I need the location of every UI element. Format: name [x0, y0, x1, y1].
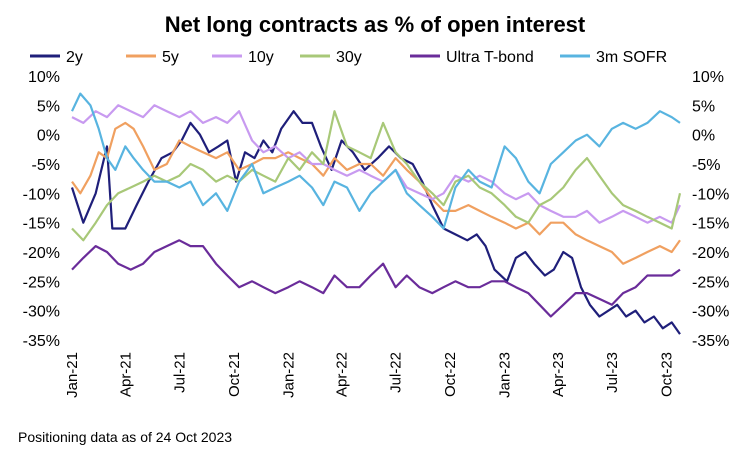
- x-tick-label: Oct-22: [442, 352, 459, 397]
- legend-label: Ultra T-bond: [446, 49, 534, 66]
- y-tick-label-left: -15%: [23, 216, 60, 233]
- x-tick-label: Jul-21: [171, 352, 188, 393]
- legend-label: 30y: [336, 49, 362, 66]
- legend: 2y 5y 10y 30y Ultra T-bond 3m SOFR: [30, 49, 667, 66]
- y-tick-label-left: 10%: [28, 69, 60, 86]
- series-line-ultra-t-bond: [71, 239, 681, 318]
- y-tick-label-left: -25%: [23, 274, 60, 291]
- y-tick-label-right: -5%: [692, 157, 720, 174]
- y-tick-label-left: 0%: [37, 128, 60, 145]
- x-tick-label: Jan-21: [64, 352, 81, 398]
- x-tick-label: Jul-22: [388, 352, 405, 393]
- x-axis: Jan-21 Apr-21 Jul-21 Oct-21 Jan-22 Apr-22 Jul-…: [64, 352, 675, 398]
- x-tick-label: Oct-21: [226, 352, 243, 397]
- series-line-10y: [71, 104, 681, 224]
- y-tick-label-left: -20%: [23, 245, 60, 262]
- y-tick-label-right: 0%: [692, 128, 715, 145]
- x-tick-label: Apr-23: [550, 352, 567, 397]
- legend-label: 2y: [66, 49, 83, 66]
- series-line-2y: [70, 110, 681, 335]
- y-tick-label-left: -10%: [23, 186, 60, 203]
- y-axis-left: -35% -30% -25% -20% -15% -10% -5% 0% 5% 10%: [23, 69, 60, 350]
- y-tick-label-right: -10%: [692, 186, 729, 203]
- y-tick-label-right: 10%: [692, 69, 724, 86]
- y-tick-label-left: -35%: [23, 333, 60, 350]
- y-tick-label-left: 5%: [37, 98, 60, 115]
- x-tick-label: Apr-22: [334, 352, 351, 397]
- x-tick-label: Oct-23: [658, 352, 675, 397]
- y-axis-right: -35% -30% -25% -20% -15% -10% -5% 0% 5% 10%: [692, 69, 729, 350]
- y-tick-label-right: -35%: [692, 333, 729, 350]
- y-tick-label-left: -30%: [23, 304, 60, 321]
- x-tick-label: Jan-23: [497, 352, 514, 398]
- x-tick-label: Jan-22: [280, 352, 297, 398]
- y-tick-label-right: -20%: [692, 245, 729, 262]
- x-tick-label: Apr-21: [117, 352, 134, 397]
- series-line-3m-sofr: [71, 92, 681, 230]
- footnote: Positioning data as of 24 Oct 2023: [18, 429, 233, 445]
- series-line-5y: [71, 121, 681, 265]
- y-tick-label-right: -30%: [692, 304, 729, 321]
- y-tick-label-right: -15%: [692, 216, 729, 233]
- y-tick-label-left: -5%: [32, 157, 60, 174]
- legend-label: 5y: [162, 49, 179, 66]
- legend-label: 3m SOFR: [596, 49, 667, 66]
- legend-label: 10y: [248, 49, 274, 66]
- chart-title: Net long contracts as % of open interest: [165, 12, 586, 37]
- series-line-30y: [71, 110, 682, 242]
- series-group: [70, 92, 682, 335]
- x-tick-label: Jul-23: [604, 352, 621, 393]
- y-tick-label-right: 5%: [692, 98, 715, 115]
- y-tick-label-right: -25%: [692, 274, 729, 291]
